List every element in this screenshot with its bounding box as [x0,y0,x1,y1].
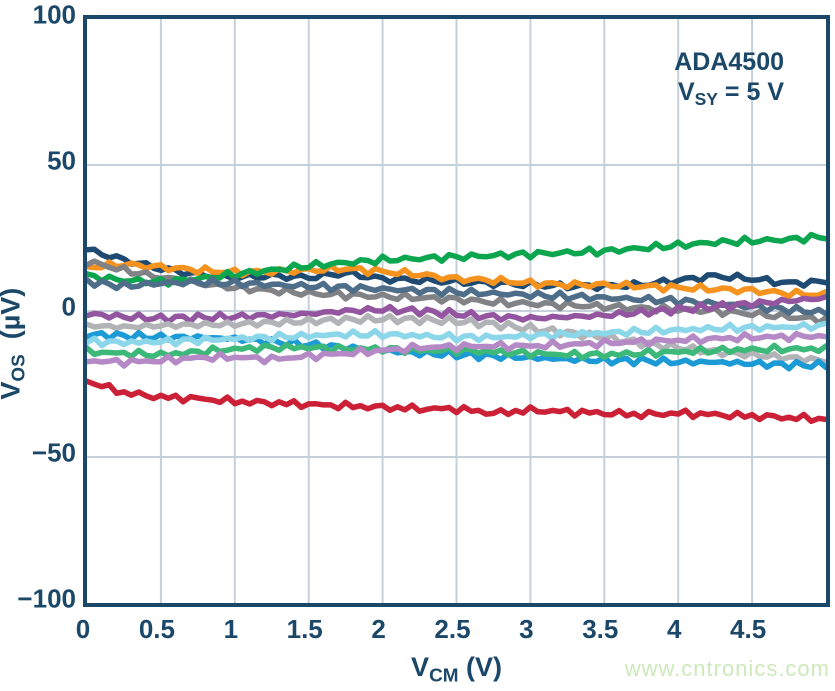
x-tick-label: 3 [519,614,534,644]
x-tick-label: 2.5 [434,614,471,644]
chart-annotation: ADA4500 VSY = 5 V [674,47,784,110]
x-tick-label: 4.5 [730,614,767,644]
y-tick-label: −50 [31,437,76,468]
trace-unit-12-red [87,378,826,425]
trace-unit-10-seagreen [87,342,826,361]
trace-unit-3-gray [87,258,826,326]
trace-unit-2-orange [87,259,826,300]
annotation-part-number: ADA4500 [674,48,784,76]
x-tick-label: 0.5 [138,614,175,644]
trace-unit-6-purple [87,294,826,325]
x-tick-label: 4 [666,614,682,644]
x-tick-label: 3.5 [582,614,619,644]
trace-unit-9-lightcyan [87,320,826,349]
annotation-supply-label: VSY = 5 V [677,78,784,109]
plot-canvas [87,19,826,603]
x-tick-label: 1.5 [286,614,323,644]
x-axis-title: VCM (V) [411,652,502,687]
y-tick-label: −100 [17,583,76,614]
y-axis-title: VOS (µV) [0,287,30,400]
x-tick-label: 1 [223,614,239,644]
x-tick-label: 0 [75,614,91,644]
x-tick-label: 2 [371,614,386,644]
plot-area: ADA4500 VSY = 5 V [83,15,830,607]
trace-unit-11-lavender [87,330,826,369]
watermark-text: www.cntronics.com [624,656,830,681]
y-tick-label: 0 [61,291,76,322]
y-tick-label: 50 [47,145,76,176]
y-tick-label: 100 [32,0,76,30]
